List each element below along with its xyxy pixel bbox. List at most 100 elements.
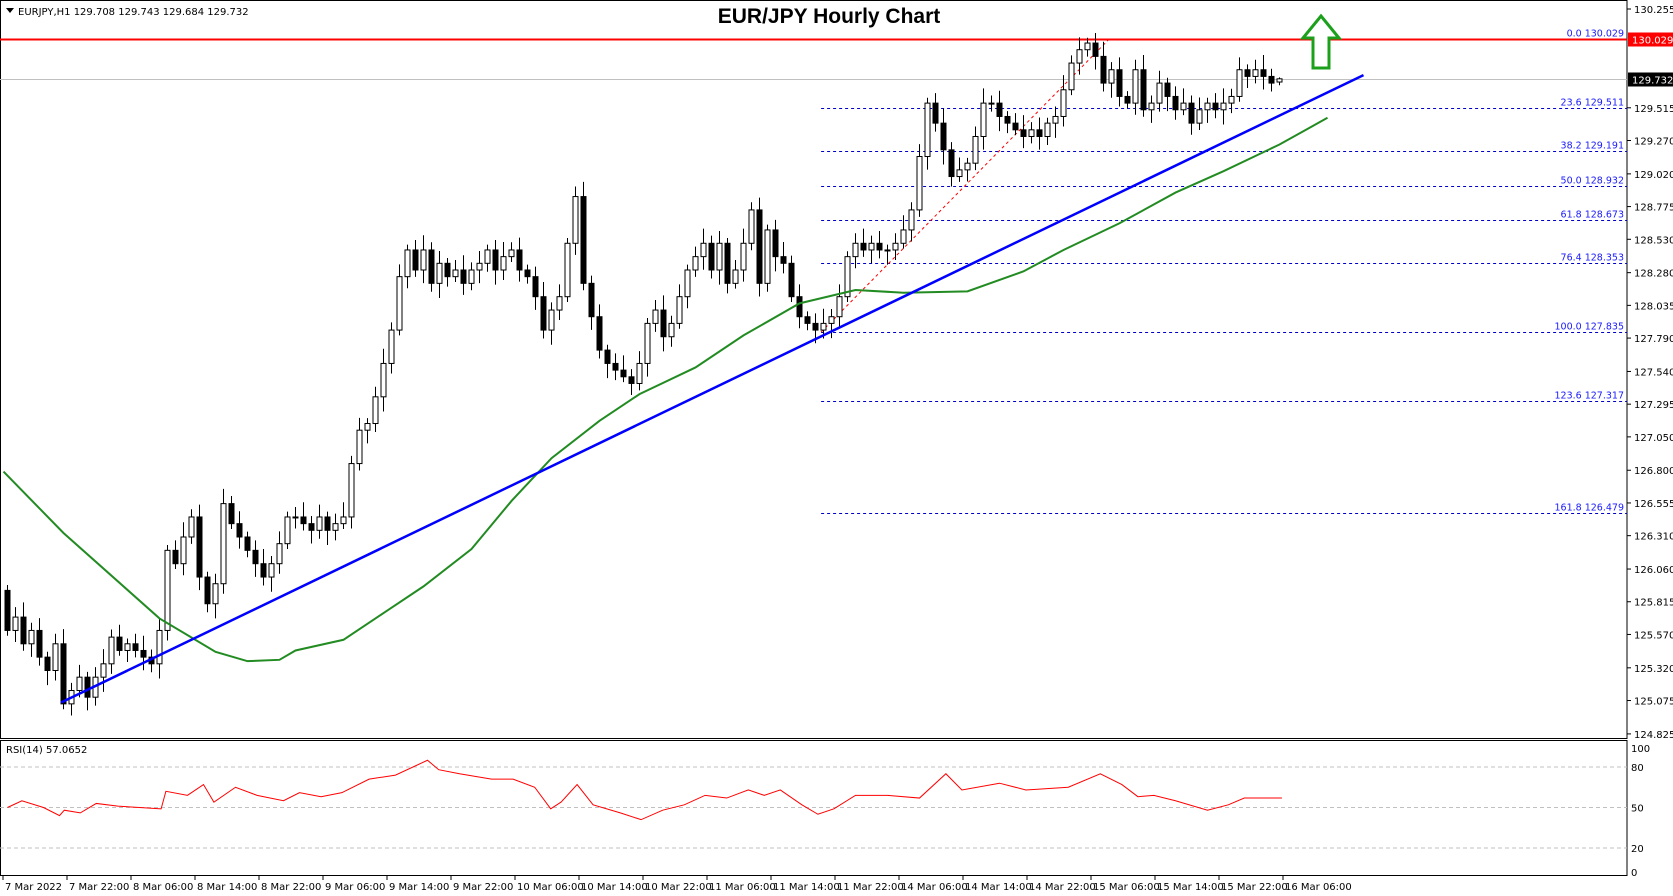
candle	[124, 638, 131, 663]
up-arrow-icon	[1299, 13, 1343, 70]
fib-level-label: 123.6 127.317	[1554, 391, 1624, 402]
bearish-candle-body	[612, 362, 619, 371]
bearish-candle-body	[196, 516, 203, 578]
bullish-candle-body	[1252, 69, 1259, 77]
price-tick-label: 126.800	[1634, 466, 1673, 477]
bullish-candle-body	[396, 276, 403, 331]
bearish-candle-body	[300, 516, 307, 525]
time-tick-label: 8 Mar 22:00	[261, 882, 321, 893]
candle	[836, 284, 843, 327]
candle	[508, 242, 515, 262]
fib-swing-line	[820, 38, 1110, 333]
candle	[412, 239, 419, 277]
candle	[980, 88, 987, 150]
candle	[916, 144, 923, 217]
candle	[228, 495, 235, 529]
candle	[620, 355, 627, 383]
candle	[1052, 106, 1059, 138]
current-price-box	[1628, 72, 1673, 87]
bullish-candle-body	[1236, 69, 1243, 97]
bullish-candle-body	[1204, 102, 1211, 111]
candle	[580, 181, 587, 291]
candle	[1244, 64, 1251, 88]
rsi-label: RSI(14) 57.0652	[6, 745, 87, 756]
bearish-candle-body	[1100, 55, 1107, 84]
bearish-candle-body	[324, 516, 331, 531]
bullish-candle-body	[1132, 69, 1139, 104]
candle	[772, 219, 779, 272]
bullish-candle-body	[836, 296, 843, 318]
bullish-candle-body	[644, 322, 651, 364]
bullish-candle-body	[436, 262, 443, 284]
candle	[972, 126, 979, 171]
bearish-candle-body	[492, 249, 499, 271]
candle	[1028, 122, 1035, 144]
bearish-candle-body	[36, 629, 43, 658]
candle	[532, 266, 539, 310]
candle	[348, 455, 355, 529]
candle	[604, 344, 611, 379]
candle	[4, 585, 11, 636]
bullish-candle-body	[508, 249, 515, 258]
candle	[524, 264, 531, 284]
candle	[516, 237, 523, 282]
bearish-candle-body	[1244, 69, 1251, 77]
candle	[1012, 113, 1019, 136]
candle	[1020, 115, 1027, 149]
price-tick-label: 125.815	[1634, 598, 1673, 609]
candle	[1124, 91, 1131, 109]
candle	[404, 244, 411, 289]
candle	[444, 257, 451, 287]
bullish-candle-body	[476, 262, 483, 271]
bullish-candle-body	[1060, 89, 1067, 117]
bullish-candle-body	[276, 543, 283, 565]
bearish-candle-body	[756, 209, 763, 284]
candle	[1268, 68, 1275, 92]
candle	[260, 549, 267, 586]
bullish-candle-body	[348, 463, 355, 518]
bullish-candle-body	[316, 516, 323, 531]
fib-level-label: 50.0 128.932	[1561, 176, 1624, 187]
price-tick-label: 124.825	[1634, 730, 1673, 741]
candle	[636, 351, 643, 391]
candle	[948, 142, 955, 187]
bullish-candle-body	[292, 516, 299, 519]
candle	[428, 242, 435, 292]
price-tick-label: 128.775	[1634, 203, 1673, 214]
bearish-candle-body	[588, 282, 595, 318]
candle	[780, 241, 787, 274]
bearish-candle-body	[244, 536, 251, 551]
candle	[556, 284, 563, 321]
candle	[276, 531, 283, 574]
fib-level-label: 0.0 130.029	[1567, 29, 1624, 40]
chart-title: EUR/JPY Hourly Chart	[718, 5, 941, 28]
candle	[644, 318, 651, 377]
bullish-candle-body	[652, 309, 659, 324]
candle	[684, 264, 691, 309]
bullish-candle-body	[1068, 62, 1075, 91]
bearish-candle-body	[460, 269, 467, 284]
time-tick-label: 8 Mar 06:00	[133, 882, 193, 893]
candle	[652, 300, 659, 332]
time-tick-label: 11 Mar 22:00	[837, 882, 904, 893]
candle	[804, 311, 811, 331]
candle	[436, 250, 443, 299]
fib-level-label: 61.8 128.673	[1561, 210, 1624, 221]
bearish-candle-body	[1036, 129, 1043, 137]
resistance-price-label: 130.029	[1632, 36, 1673, 47]
price-tick-label: 125.075	[1634, 697, 1673, 708]
bearish-candle-body	[172, 549, 179, 565]
time-tick-label: 9 Mar 22:00	[453, 882, 513, 893]
rsi-tick-label: 50	[1631, 804, 1644, 815]
candle	[700, 228, 707, 270]
bearish-candle-body	[236, 523, 243, 538]
candle	[1148, 95, 1155, 123]
bullish-candle-body	[468, 269, 475, 284]
candle	[996, 90, 1003, 132]
candle	[716, 230, 723, 285]
price-tick-label: 126.310	[1634, 532, 1673, 543]
price-tick-label: 127.790	[1634, 334, 1673, 345]
candle	[540, 282, 547, 339]
candle	[1156, 70, 1163, 112]
candle	[164, 545, 171, 641]
